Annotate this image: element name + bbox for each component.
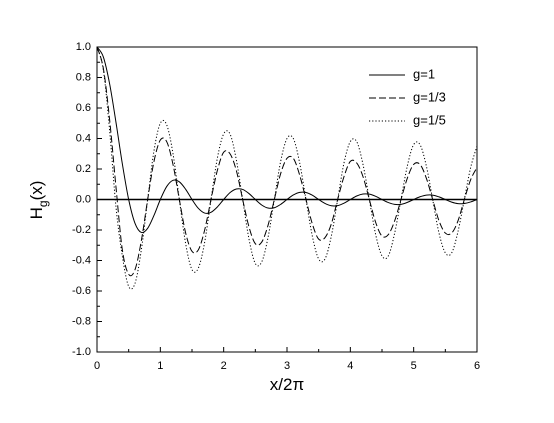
y-label-main: H bbox=[27, 207, 46, 219]
series-line bbox=[96, 46, 478, 234]
y-tick-label: 0.4 bbox=[76, 132, 91, 144]
x-tick-label: 0 bbox=[94, 360, 100, 372]
y-axis-label: Hg(x) bbox=[27, 181, 50, 220]
legend-label: g=1 bbox=[413, 66, 435, 81]
y-tick-label: 0.6 bbox=[76, 102, 91, 114]
legend-label: g=1/5 bbox=[413, 112, 446, 127]
x-tick-label: 4 bbox=[347, 360, 353, 372]
y-tick-label: 0.2 bbox=[76, 163, 91, 175]
series-line bbox=[96, 46, 478, 277]
series-line bbox=[96, 46, 478, 290]
x-tick-label: 6 bbox=[474, 360, 480, 372]
y-label-sub: g bbox=[36, 200, 50, 207]
y-tick-label: -0.6 bbox=[72, 285, 91, 297]
y-tick-label: -0.4 bbox=[72, 254, 91, 266]
x-tick-label: 5 bbox=[411, 360, 417, 372]
x-axis-label: x/2π bbox=[270, 375, 304, 394]
y-tick-label: 0.8 bbox=[76, 71, 91, 83]
y-tick-label: -1.0 bbox=[72, 346, 91, 358]
x-tick-label: 2 bbox=[221, 360, 227, 372]
y-tick-label: -0.2 bbox=[72, 224, 91, 236]
x-tick-label: 3 bbox=[284, 360, 290, 372]
legend-label: g=1/3 bbox=[413, 89, 446, 104]
y-tick-label: -0.8 bbox=[72, 315, 91, 327]
y-tick-label: 0.0 bbox=[76, 193, 91, 205]
x-tick-label: 1 bbox=[157, 360, 163, 372]
y-label-rest: (x) bbox=[27, 181, 46, 201]
y-tick-label: 1.0 bbox=[76, 41, 91, 53]
